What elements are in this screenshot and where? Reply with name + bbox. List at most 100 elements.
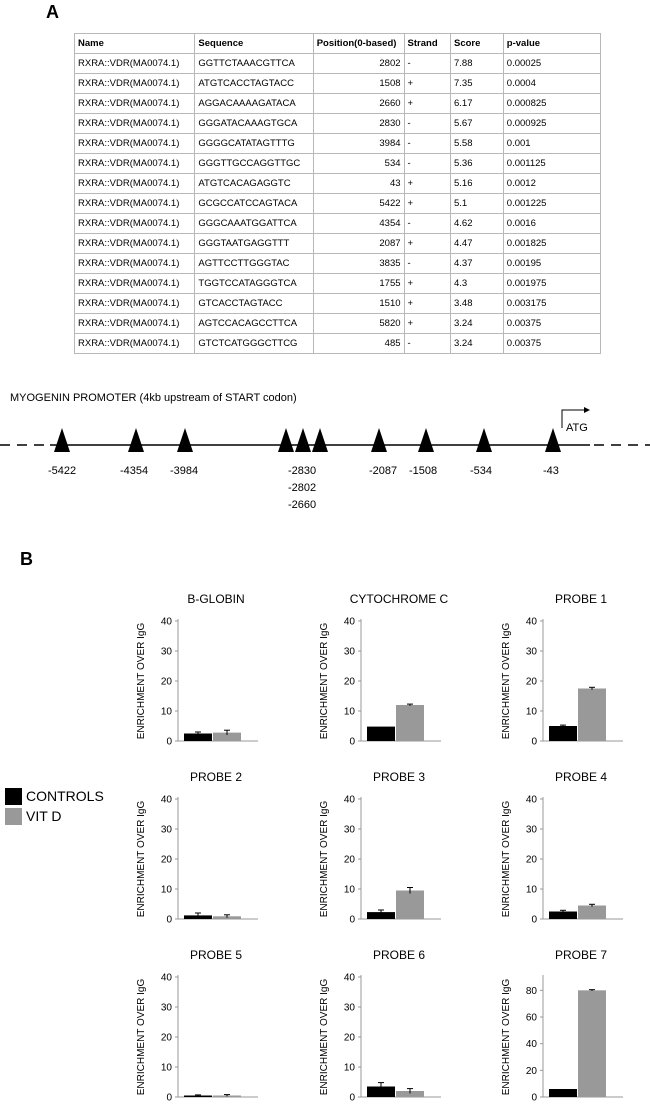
bar-vitd xyxy=(396,890,424,919)
header-score: Score xyxy=(450,33,504,54)
bar-vitd xyxy=(578,688,606,741)
cell-score: 5.58 xyxy=(450,133,504,154)
cell-position: 1755 xyxy=(312,273,405,294)
bar-vitd xyxy=(213,732,241,741)
cell-strand: + xyxy=(403,293,452,314)
cell-position: 1508 xyxy=(312,73,405,94)
bar-vitd xyxy=(578,905,606,919)
header-name: Name xyxy=(73,33,196,54)
cell-pvalue: 0.00195 xyxy=(502,253,602,274)
y-tick-label: 10 xyxy=(526,707,538,718)
y-tick-label: 10 xyxy=(344,707,356,718)
cell-score: 5.67 xyxy=(450,113,504,134)
cell-score: 5.1 xyxy=(450,193,504,214)
table-row: RXRA::VDR(MA0074.1) AGTTCCTTGGGTAC 3835-4.… xyxy=(73,253,602,274)
y-tick-label: 40 xyxy=(526,617,538,628)
cell-pvalue: 0.001125 xyxy=(502,153,602,174)
y-tick-label: 10 xyxy=(344,1063,356,1074)
cell-sequence: GTCACCTAGTACC xyxy=(194,293,314,314)
cell-name: RXRA::VDR(MA0074.1) xyxy=(73,53,196,74)
chart-title: CYTOCHROME C xyxy=(350,592,449,606)
bar-controls xyxy=(184,733,212,741)
cell-score: 5.36 xyxy=(450,153,504,174)
legend: CONTROLS VIT D xyxy=(5,786,104,826)
cell-name: RXRA::VDR(MA0074.1) xyxy=(73,153,196,174)
cell-sequence: GGGTAATGAGGTTT xyxy=(194,233,314,254)
cell-score: 3.24 xyxy=(450,313,504,334)
cell-strand: - xyxy=(403,333,452,354)
bar-vitd xyxy=(396,705,424,741)
cell-name: RXRA::VDR(MA0074.1) xyxy=(73,313,196,334)
binding-site-marker xyxy=(418,428,434,452)
panel-a-label: A xyxy=(46,2,59,22)
cell-sequence: GGGTTGCCAGGTTGC xyxy=(194,153,314,174)
chart-title: PROBE 2 xyxy=(190,770,242,784)
y-tick-label: 10 xyxy=(161,707,173,718)
y-tick-label: 40 xyxy=(526,1039,538,1050)
y-tick-label: 30 xyxy=(526,647,538,658)
bar-controls xyxy=(367,912,395,919)
y-tick-label: 20 xyxy=(344,855,356,866)
y-tick-label: 20 xyxy=(526,677,538,688)
cell-strand: + xyxy=(403,173,452,194)
legend-swatch-vitd xyxy=(5,807,22,825)
binding-site-marker xyxy=(476,428,492,452)
cell-strand: - xyxy=(403,253,452,274)
cell-position: 3835 xyxy=(312,253,405,274)
table-row: RXRA::VDR(MA0074.1) GGGATACAAAGTGCA 2830-5… xyxy=(73,113,602,134)
chart-title: B-GLOBIN xyxy=(187,592,244,606)
chart-title: PROBE 1 xyxy=(555,592,607,606)
bar-vitd xyxy=(396,1091,424,1097)
y-tick-label: 20 xyxy=(344,677,356,688)
chart-title: PROBE 4 xyxy=(555,770,607,784)
cell-strand: + xyxy=(403,313,452,334)
cell-strand: + xyxy=(403,73,452,94)
cell-pvalue: 0.0012 xyxy=(502,173,602,194)
cell-name: RXRA::VDR(MA0074.1) xyxy=(73,233,196,254)
cell-sequence: GCGCCATCCAGTACA xyxy=(194,193,314,214)
table-row: RXRA::VDR(MA0074.1) GGGCAAATGGATTCA 4354-4… xyxy=(73,213,602,234)
table-header-row: Name Sequence Position(0-based) Strand S… xyxy=(73,33,602,54)
y-tick-label: 0 xyxy=(166,737,172,748)
cell-pvalue: 0.00375 xyxy=(502,313,602,334)
y-tick-label: 0 xyxy=(531,1093,537,1104)
cell-score: 4.47 xyxy=(450,233,504,254)
chart-probe-1: PROBE 1 ENRICHMENT OVER IgG 0 10 20 30 40 xyxy=(501,592,623,748)
cell-position: 534 xyxy=(312,153,405,174)
chart-bglobin: B-GLOBIN ENRICHMENT OVER IgG 0 10 20 30 40 xyxy=(136,592,258,748)
table-row: RXRA::VDR(MA0074.1) GTCACCTAGTACC 1510 +3.4… xyxy=(73,293,602,314)
bar-vitd xyxy=(578,990,606,1097)
chart-cytochrome-c: CYTOCHROME C ENRICHMENT OVER IgG 0 10 20 30 40 xyxy=(319,592,449,748)
chart-title: PROBE 6 xyxy=(373,948,425,962)
cell-sequence: AGTCCACAGCCTTCA xyxy=(194,313,314,334)
cell-position: 2830 xyxy=(312,113,405,134)
table-row: RXRA::VDR(MA0074.1) GGTTCTAAACGTTCA 2802-7… xyxy=(73,53,602,74)
y-tick-label: 30 xyxy=(161,647,173,658)
site-label: -3984 xyxy=(170,465,198,477)
chart-probe-3: PROBE 3 ENRICHMENT OVER IgG 0 10 20 30 40 xyxy=(319,770,441,926)
bar-controls xyxy=(549,911,577,919)
table-row: RXRA::VDR(MA0074.1) GCGCCATCCAGTACA 5422 +5… xyxy=(73,193,602,214)
header-strand: Strand xyxy=(403,33,452,54)
y-tick-label: 40 xyxy=(344,795,356,806)
y-tick-label: 20 xyxy=(161,855,173,866)
y-tick-label: 30 xyxy=(344,825,356,836)
y-axis-label: ENRICHMENT OVER IgG xyxy=(319,979,330,1096)
cell-strand: + xyxy=(403,233,452,254)
table-row: RXRA::VDR(MA0074.1) ATGTCACAGAGGTC 43 +5.16… xyxy=(73,173,602,194)
y-tick-label: 10 xyxy=(161,885,173,896)
y-axis-label: ENRICHMENT OVER IgG xyxy=(136,979,147,1096)
chart-probe-6: PROBE 6 ENRICHMENT OVER IgG 0 10 20 30 40 xyxy=(319,948,441,1104)
cell-pvalue: 0.000925 xyxy=(502,113,602,134)
cell-position: 2660 xyxy=(312,93,405,114)
y-axis-label: ENRICHMENT OVER IgG xyxy=(501,979,512,1096)
table-row: RXRA::VDR(MA0074.1) ATGTCACCTAGTACC 1508 +7… xyxy=(73,73,602,94)
cell-name: RXRA::VDR(MA0074.1) xyxy=(73,273,196,294)
cell-score: 7.88 xyxy=(450,53,504,74)
cell-name: RXRA::VDR(MA0074.1) xyxy=(73,293,196,314)
cell-sequence: GGTTCTAAACGTTCA xyxy=(194,53,314,74)
y-tick-label: 0 xyxy=(349,1093,355,1104)
tss-arrow-head xyxy=(584,407,590,413)
y-tick-label: 30 xyxy=(161,825,173,836)
table-row: RXRA::VDR(MA0074.1) AGGACAAAAGATACA 2660 +6… xyxy=(73,93,602,114)
